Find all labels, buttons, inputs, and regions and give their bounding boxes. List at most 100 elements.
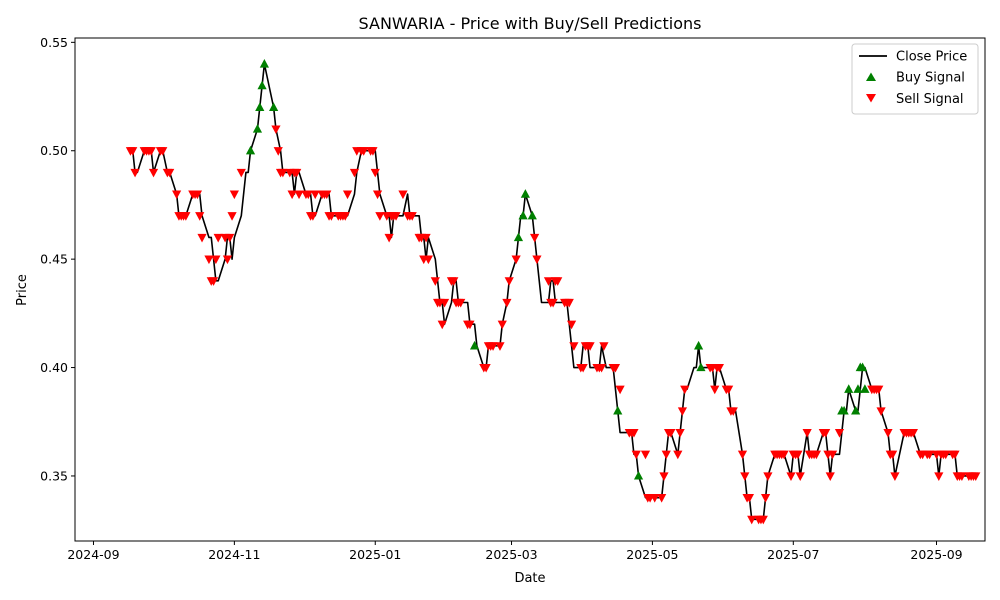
sell-signal-marker-93 bbox=[481, 363, 491, 373]
sell-signal-marker-153 bbox=[740, 472, 750, 481]
legend: Close Price Buy Signal Sell Signal bbox=[851, 43, 979, 115]
sell-signal-marker-51 bbox=[326, 212, 336, 221]
y-tick-label-3: 0.50 bbox=[40, 143, 68, 158]
buy-signal-marker-3 bbox=[257, 80, 267, 90]
sell-signal-marker-187 bbox=[876, 407, 886, 416]
sell-signal-marker-41 bbox=[294, 190, 304, 200]
legend-box bbox=[851, 43, 979, 115]
y-axis-label: Price bbox=[15, 274, 30, 306]
sell-signal-marker-176 bbox=[811, 450, 821, 460]
buy-signal-marker-16 bbox=[839, 405, 849, 415]
sell-signal-marker-205 bbox=[941, 450, 951, 460]
sell-signal-marker-22 bbox=[204, 255, 214, 265]
x-axis-ticks: 2024-09 2024-11 2025-01 2025-03 2025-05 2025-… bbox=[67, 541, 963, 562]
sell-signal-marker-89 bbox=[456, 298, 466, 308]
legend-sell-marker bbox=[866, 94, 876, 103]
sell-signal-marker-101 bbox=[511, 255, 521, 265]
sell-signal-marker-142 bbox=[680, 385, 690, 395]
sell-signal-marker-63 bbox=[370, 168, 380, 178]
sell-signal-marker-112 bbox=[566, 320, 577, 330]
sell-signal-marker-30 bbox=[227, 212, 237, 221]
sell-signal-marker-43 bbox=[303, 190, 313, 200]
sell-signal-marker-24 bbox=[208, 277, 219, 286]
y-axis-ticks: 0.35 0.40 0.45 0.50 0.55 bbox=[40, 35, 75, 483]
x-tick-label-5: 2025-07 bbox=[767, 547, 819, 562]
sell-signal-marker-200 bbox=[924, 450, 935, 460]
sell-signal-marker-155 bbox=[744, 494, 755, 503]
sell-signal-marker-134 bbox=[657, 494, 667, 503]
chart-title: SANWARIA - Price with Buy/Sell Predictio… bbox=[359, 14, 702, 33]
sell-signal-marker-138 bbox=[666, 428, 676, 438]
x-axis-label: Date bbox=[514, 571, 545, 586]
sell-signal-marker-97 bbox=[495, 342, 505, 351]
sell-signal-marker-33 bbox=[271, 125, 281, 135]
buy-signal-marker-6 bbox=[469, 340, 480, 350]
sell-signal-marker-64 bbox=[372, 190, 383, 200]
sell-signal-marker-190 bbox=[888, 450, 898, 460]
y-tick-label-2: 0.45 bbox=[40, 252, 68, 267]
sell-signal-marker-78 bbox=[421, 233, 431, 243]
sell-signal-marker-188 bbox=[883, 428, 893, 438]
sell-signal-marker-156 bbox=[747, 515, 757, 525]
legend-buy-signal: Buy Signal bbox=[896, 71, 965, 86]
buy-signal-marker-1 bbox=[252, 124, 263, 133]
sell-signal-marker-11 bbox=[165, 168, 175, 178]
buy-signal-marker-18 bbox=[851, 405, 861, 415]
sell-signal-marker-151 bbox=[728, 407, 738, 416]
buy-signal-marker-14 bbox=[696, 362, 706, 372]
sell-signal-marker-57 bbox=[349, 168, 360, 178]
sell-signal-marker-20 bbox=[195, 212, 205, 221]
sell-signal-marker-159 bbox=[758, 515, 768, 525]
sell-signal-marker-56 bbox=[342, 190, 353, 200]
sell-signal-marker-86 bbox=[449, 277, 459, 286]
sell-signal-marker-145 bbox=[710, 385, 720, 395]
sell-signal-marker-49 bbox=[322, 190, 332, 200]
sell-signal-marker-125 bbox=[615, 385, 625, 395]
sell-signal-marker-141 bbox=[677, 407, 688, 416]
sell-signal-marker-102 bbox=[530, 233, 540, 243]
sell-signal-marker-180 bbox=[825, 472, 835, 481]
buy-signal-marker-11 bbox=[613, 405, 623, 415]
sell-signal-marker-12 bbox=[172, 190, 182, 200]
sell-signal-marker-196 bbox=[908, 428, 919, 438]
sell-signal-marker-210 bbox=[957, 472, 967, 481]
plot-area bbox=[74, 37, 986, 542]
sell-signal-marker-32 bbox=[236, 168, 246, 178]
sell-signal-marker-178 bbox=[821, 428, 831, 438]
sell-signal-marker-46 bbox=[310, 190, 320, 200]
sell-signal-marker-26 bbox=[213, 233, 223, 243]
sell-signal-marker-9 bbox=[158, 147, 168, 156]
sell-signal-marker-25 bbox=[211, 255, 221, 265]
sell-signal-marker-108 bbox=[553, 277, 563, 286]
sell-signal-marker-60 bbox=[359, 147, 369, 156]
sell-signal-marker-74 bbox=[407, 212, 417, 221]
sell-signal-marker-135 bbox=[659, 472, 669, 481]
sell-signal-marker-16 bbox=[181, 212, 191, 221]
sell-signal-marker-70 bbox=[391, 212, 401, 221]
sell-signal-marker-207 bbox=[950, 450, 960, 460]
sell-signal-marker-111 bbox=[564, 298, 574, 308]
sell-signal-marker-121 bbox=[596, 363, 607, 373]
sell-signal-marker-181 bbox=[827, 450, 838, 460]
sell-signal-marker-29 bbox=[225, 233, 235, 243]
sell-signal-marker-6 bbox=[146, 147, 156, 156]
sell-signal-marker-160 bbox=[760, 494, 771, 503]
buy-signal-marker-4 bbox=[259, 59, 269, 68]
sell-signal-marker-122 bbox=[599, 342, 609, 351]
sell-signal-marker-161 bbox=[763, 472, 773, 481]
sell-signal-marker-67 bbox=[384, 233, 394, 243]
sell-signal-marker-45 bbox=[308, 212, 318, 221]
x-tick-label-3: 2025-03 bbox=[485, 547, 537, 562]
sell-signal-marker-133 bbox=[650, 494, 660, 503]
sell-signal-marker-106 bbox=[548, 298, 558, 308]
sell-signal-marker-124 bbox=[610, 363, 621, 373]
sell-signal-marker-7 bbox=[148, 168, 159, 178]
sell-signal-marker-2 bbox=[130, 168, 140, 178]
sell-signal-marker-140 bbox=[675, 428, 685, 438]
legend-buy-marker bbox=[866, 72, 876, 81]
sell-signal-marker-118 bbox=[585, 342, 595, 351]
buy-signal-marker-22 bbox=[860, 384, 870, 393]
sell-signal-marker-202 bbox=[934, 472, 944, 481]
sell-signal-marker-40 bbox=[292, 168, 302, 178]
